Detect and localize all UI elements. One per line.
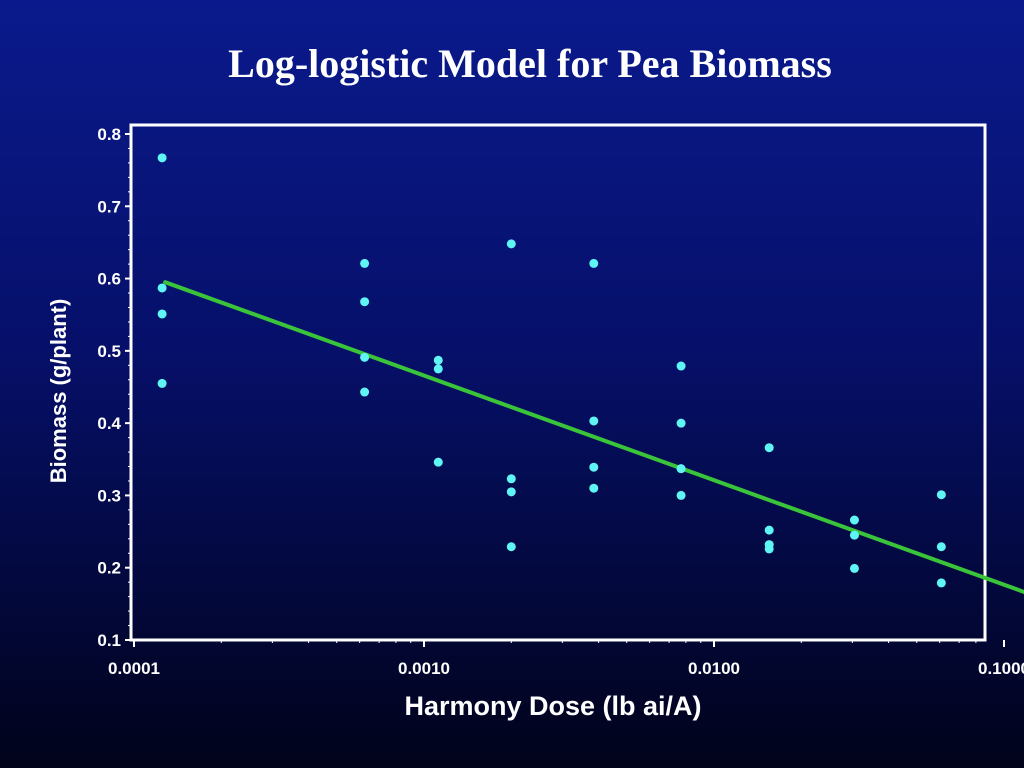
plot-frame <box>129 123 987 642</box>
x-axis-title: Harmony Dose (lb ai/A) <box>404 691 701 721</box>
y-tick-label: 0.7 <box>97 197 121 216</box>
data-point <box>589 416 599 426</box>
data-point <box>676 464 686 474</box>
y-tick-label: 0.2 <box>97 559 121 578</box>
x-tick-label: 0.0010 <box>398 659 450 678</box>
chart-title: Log-logistic Model for Pea Biomass <box>228 41 832 86</box>
y-tick-label: 0.8 <box>97 125 121 144</box>
data-point <box>676 361 686 371</box>
y-axis-title: Biomass (g/plant) <box>46 299 71 484</box>
data-point <box>360 387 370 397</box>
data-point <box>676 490 686 500</box>
data-point <box>157 309 167 319</box>
x-minor-ticks <box>128 147 977 643</box>
data-point <box>764 544 774 554</box>
y-tick-label: 0.6 <box>97 270 121 289</box>
data-point <box>506 487 516 497</box>
data-point <box>360 258 370 268</box>
data-point <box>433 364 443 374</box>
data-point <box>676 418 686 428</box>
data-point <box>157 378 167 388</box>
data-point <box>936 542 946 552</box>
data-point <box>764 443 774 453</box>
data-point <box>506 239 516 249</box>
y-tick-label: 0.4 <box>97 414 121 433</box>
data-point <box>849 530 859 540</box>
data-point <box>589 462 599 472</box>
data-point <box>849 563 859 573</box>
x-tick-label: 0.0001 <box>108 659 160 678</box>
data-point <box>764 525 774 535</box>
data-point <box>157 283 167 293</box>
axis-major-ticks <box>125 133 1005 647</box>
data-point <box>936 578 946 588</box>
data-point <box>936 490 946 500</box>
data-point <box>589 483 599 493</box>
data-point <box>849 515 859 525</box>
y-tick-label: 0.1 <box>97 631 121 650</box>
data-point <box>360 352 370 362</box>
tick-labels: 0.1 0.2 0.3 0.4 0.5 0.6 0.7 0.8 0.0001 0.0010 0.01… <box>97 125 1024 678</box>
data-point <box>506 474 516 484</box>
data-point <box>433 457 443 467</box>
data-point <box>157 153 167 163</box>
data-points <box>157 153 946 588</box>
y-tick-label: 0.5 <box>97 342 121 361</box>
data-point <box>589 258 599 268</box>
data-point <box>360 297 370 307</box>
data-point <box>433 355 443 365</box>
x-tick-label: 0.0100 <box>688 659 740 678</box>
fit-line <box>163 280 1024 595</box>
y-tick-label: 0.3 <box>97 486 121 505</box>
data-point <box>506 542 516 552</box>
